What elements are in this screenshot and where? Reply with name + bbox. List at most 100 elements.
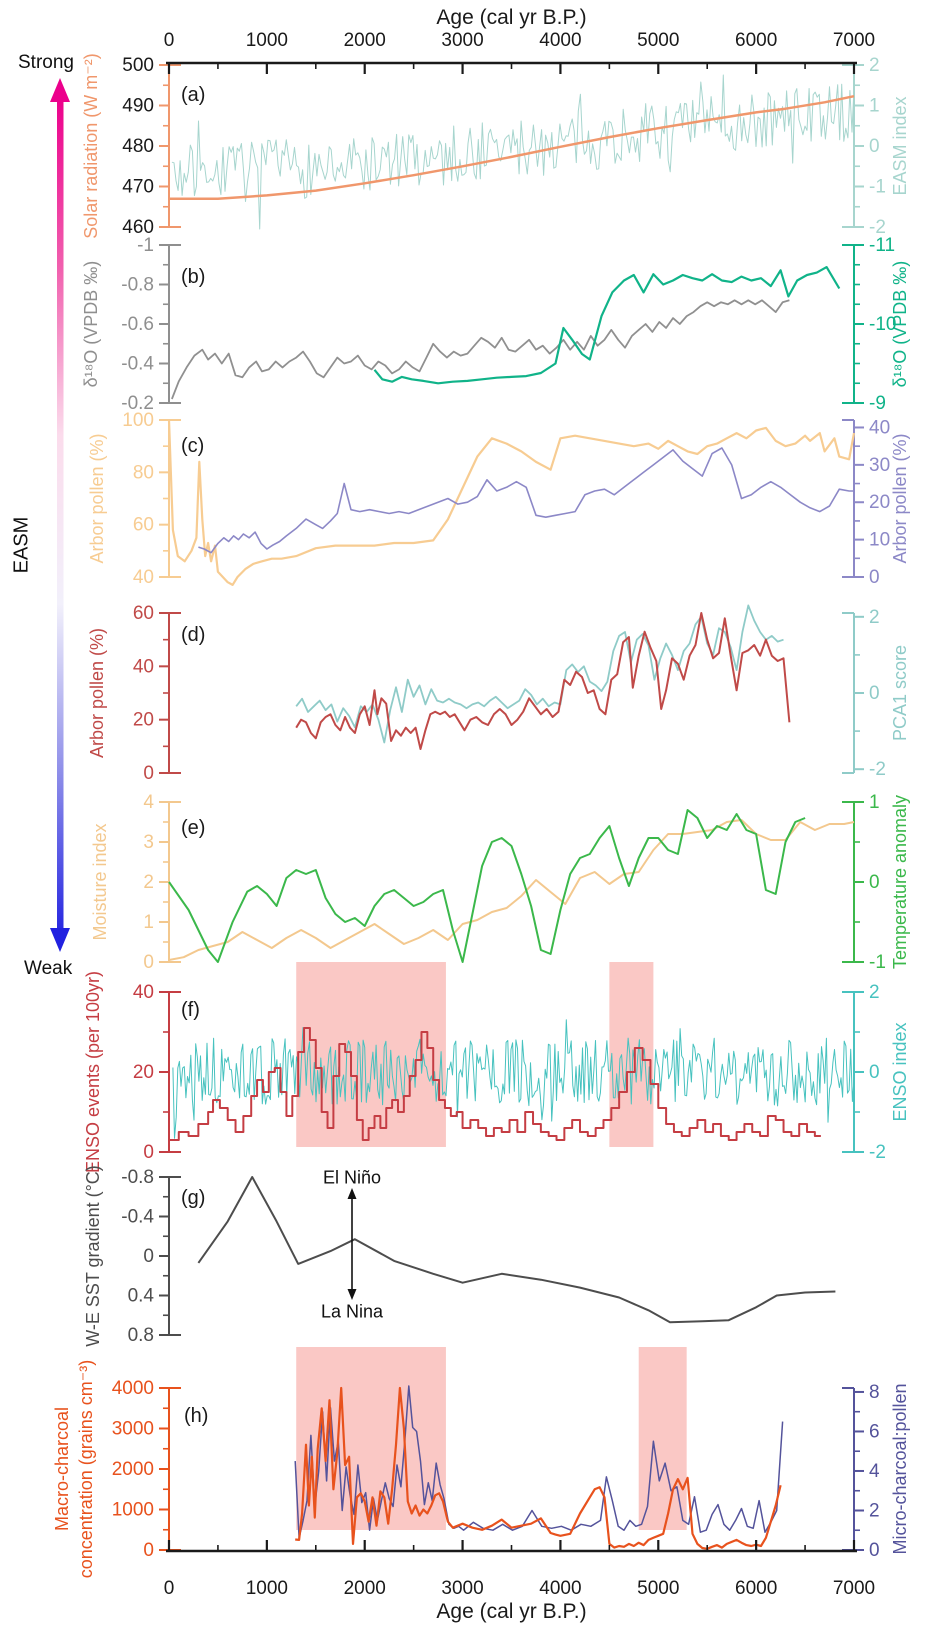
- bottom-axis-tick-label: 5000: [637, 1578, 679, 1599]
- panel-h-left-axis-label-2: concentration (grains cm⁻³): [76, 1360, 96, 1579]
- panel-a-left-tick-label: 470: [122, 177, 154, 198]
- series-arbor-pollen-red: [295, 612, 791, 750]
- panel-b-left-axis: -1 -0.8 -0.6 -0.4 -0.2 δ¹⁸O (VPDB ‰): [81, 235, 181, 414]
- panel-b-left-tick-label: -0.8: [121, 275, 154, 296]
- panel-label-b: (b): [181, 266, 205, 288]
- panel-f-left-tick-label: 40: [133, 982, 154, 1003]
- panel-b-left-tick-label: -1: [137, 235, 154, 256]
- panel-c-right-tick-label: 30: [869, 455, 890, 476]
- panel-d-right-axis-label: PCA1 score: [890, 645, 910, 741]
- bottom-axis-tick-label: 0: [164, 1578, 175, 1599]
- top-axis-tick-label: 6000: [735, 30, 777, 51]
- top-axis-tick-label: 3000: [441, 30, 483, 51]
- easm-axis-label: EASM: [10, 516, 33, 574]
- panel-g-left-tick-label: 0: [143, 1246, 154, 1267]
- series-arbor-pollen-tan: [167, 419, 856, 586]
- series-solar-radiation: [169, 94, 855, 200]
- panel-h-left-tick-label: 0: [143, 1540, 154, 1561]
- panel-h-right-tick-label: 0: [869, 1540, 880, 1561]
- panel-d-left-tick-label: 20: [133, 710, 154, 731]
- panel-e-left-tick-label: 3: [143, 832, 154, 853]
- panel-label-h: (h): [184, 1405, 208, 1427]
- panel-label-g: (g): [181, 1187, 205, 1209]
- panel-a-right-tick-label: -2: [869, 217, 886, 238]
- series-stalagmite-d18o: [373, 266, 841, 385]
- panel-e-right-axis: 1 0 -1 Temperature anomaly: [842, 792, 910, 973]
- panel-f-left-axis-label: ENSO events (per 100yr): [83, 971, 103, 1173]
- panel-b-left-tick-label: -0.4: [121, 354, 154, 375]
- panel-a-left-axis: 500 490 480 470 460 Solar radiation (W m⁻²): [81, 53, 181, 239]
- panel-e-right-tick-label: 0: [869, 872, 880, 893]
- panel-label-c: (c): [181, 435, 204, 457]
- bottom-axis-title: Age (cal yr B.P.): [436, 1600, 587, 1623]
- panel-c-left-tick-label: 80: [133, 462, 154, 483]
- easm-strength-arrow: [50, 78, 70, 952]
- enso-direction-arrow: [347, 1188, 357, 1300]
- panel-g-left-axis-label: W-E SST gradient (°C): [83, 1165, 103, 1347]
- panel-e-left-tick-label: 4: [143, 792, 154, 813]
- panel-a-right-tick-label: 2: [869, 55, 880, 76]
- panel-f-left-tick-label: 0: [143, 1142, 154, 1163]
- panel-h-left-tick-label: 1000: [112, 1500, 154, 1521]
- bottom-axis-tick-label: 3000: [441, 1578, 483, 1599]
- panel-b-right-tick-label: -9: [869, 393, 886, 414]
- panel-c-left-tick-label: 100: [122, 410, 154, 431]
- el-nino-annotation: El Niño: [322, 1167, 382, 1188]
- arrow-down-icon: [50, 928, 70, 952]
- panel-h-right-axis: 8 6 4 2 0 Micro-charcoal:pollen: [842, 1382, 910, 1561]
- panel-d-left-axis: 60 40 20 0 Arbor pollen (%): [87, 603, 181, 784]
- panel-a-right-tick-label: 1: [869, 96, 880, 117]
- panel-g-left-tick-label: 0.8: [128, 1325, 154, 1346]
- panel-c-right-axis: 40 30 20 10 0 Arbor pollen (%): [842, 417, 910, 588]
- panel-f-left-axis: 40 20 0 ENSO events (per 100yr): [83, 971, 181, 1173]
- top-axis-title: Age (cal yr B.P.): [436, 6, 587, 29]
- panel-f-right-axis: 2 0 -2 ENSO index: [842, 982, 910, 1163]
- panel-b-right-tick-label: -10: [869, 314, 896, 335]
- panel-h-right-tick-label: 2: [869, 1500, 880, 1521]
- panel-e-left-axis: 4 3 2 1 0 Moisture index: [90, 792, 181, 973]
- series-speleothem-d18o: [171, 299, 790, 400]
- panel-e-right-axis-label: Temperature anomaly: [890, 795, 910, 969]
- panel-a-left-tick-label: 490: [122, 96, 154, 117]
- panel-a-left-tick-label: 460: [122, 217, 154, 238]
- arrow-up-icon: [50, 78, 70, 102]
- panel-label-a: (a): [181, 84, 205, 106]
- bottom-axis-tick-label: 1000: [246, 1578, 288, 1599]
- top-axis-tick-label: 2000: [344, 30, 386, 51]
- panel-a-right-axis-label: EASM index: [890, 96, 910, 195]
- panel-c-left-axis: 100 80 60 40 Arbor pollen (%): [87, 410, 181, 588]
- panel-h-left-tick-label: 3000: [112, 1419, 154, 1440]
- bottom-axis-tick-label: 4000: [539, 1578, 581, 1599]
- panel-a-right-tick-label: -1: [869, 177, 886, 198]
- bottom-axis: 0 1000 2000 3000 4000 5000 6000 7000: [164, 1540, 875, 1599]
- panel-h-left-tick-label: 2000: [112, 1459, 154, 1480]
- panel-h-left-axis-label: Macro-charcoal: [52, 1407, 72, 1531]
- panel-b-left-axis-label: δ¹⁸O (VPDB ‰): [81, 261, 101, 388]
- panel-d-right-tick-label: 2: [869, 607, 880, 628]
- easm-strong-label: Strong: [18, 52, 74, 73]
- panel-f-left-tick-label: 20: [133, 1062, 154, 1083]
- top-axis-tick-label: 0: [164, 30, 175, 51]
- panel-e-right-tick-label: 1: [869, 792, 880, 813]
- panel-d-left-tick-label: 40: [133, 656, 154, 677]
- panel-a-left-tick-label: 480: [122, 136, 154, 157]
- series-macro-charcoal: [295, 1386, 782, 1550]
- top-axis-tick-label: 5000: [637, 30, 679, 51]
- panel-f-right-axis-label: ENSO index: [890, 1022, 910, 1121]
- top-axis-tick-label: 1000: [246, 30, 288, 51]
- panel-label-f: (f): [181, 999, 200, 1021]
- series-moisture-index: [168, 819, 855, 961]
- series-enso-index: [172, 1019, 855, 1139]
- highlight-bands: [296, 962, 687, 1530]
- panel-c-right-tick-label: 10: [869, 530, 890, 551]
- panel-e-left-tick-label: 0: [143, 952, 154, 973]
- panel-c-left-axis-label: Arbor pollen (%): [87, 433, 107, 563]
- series-arbor-pollen-purple: [198, 447, 854, 554]
- panel-g-left-tick-label: -0.4: [121, 1207, 154, 1228]
- top-axis-tick-label: 7000: [833, 30, 875, 51]
- panel-d-left-tick-label: 60: [133, 603, 154, 624]
- panel-h-left-tick-label: 4000: [112, 1378, 154, 1399]
- panel-c-right-axis-label: Arbor pollen (%): [890, 433, 910, 563]
